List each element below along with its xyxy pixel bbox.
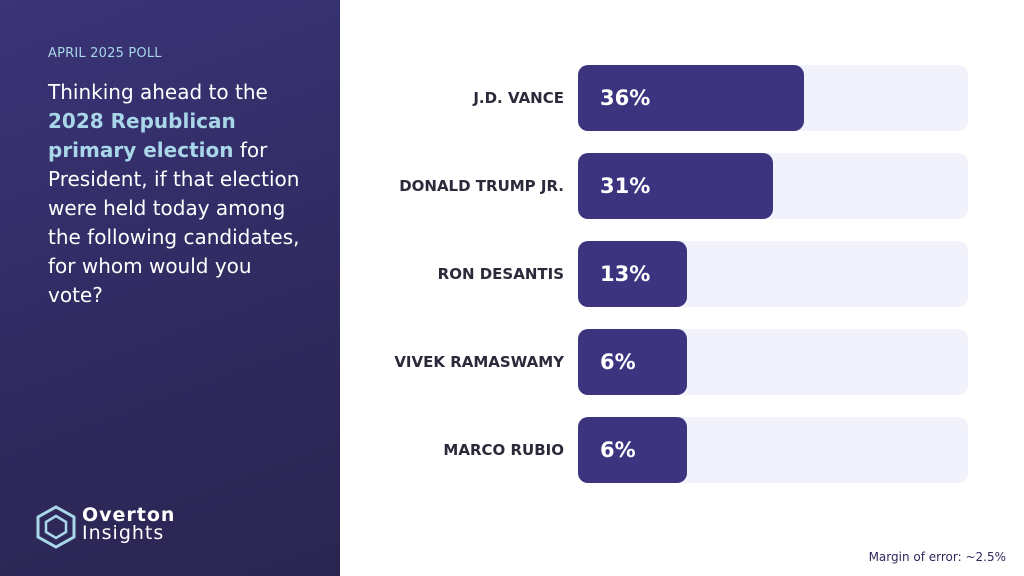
category-label: VIVEK RAMASWAMY (394, 353, 564, 371)
category-label: DONALD TRUMP JR. (399, 177, 564, 195)
side-panel: APRIL 2025 POLL Thinking ahead to the 20… (0, 0, 340, 576)
category-label: J.D. VANCE (473, 89, 564, 107)
logo-word: Insights (82, 522, 165, 544)
bar-row: J.D. VANCE 36% (360, 65, 970, 131)
category-label: MARCO RUBIO (443, 441, 564, 459)
logo-word: Overton (82, 504, 176, 526)
bar (578, 153, 773, 219)
bar-row: MARCO RUBIO 6% (360, 417, 970, 483)
question-text: Thinking ahead to the (48, 80, 268, 104)
bar (578, 241, 687, 307)
bar (578, 65, 805, 131)
bar (578, 329, 687, 395)
bar (578, 417, 687, 483)
bar-row: VIVEK RAMASWAMY 6% (360, 329, 970, 395)
subtitle: APRIL 2025 POLL (48, 46, 162, 61)
logo-text: Overton Insights (82, 504, 176, 544)
value-label: 31% (600, 174, 651, 198)
question: Thinking ahead to the 2028 Republican pr… (48, 78, 308, 310)
bar-row: RON DESANTIS 13% (360, 241, 970, 307)
question-highlight: 2028 Republican primary election (48, 109, 236, 162)
value-label: 36% (600, 86, 651, 110)
bar-row: DONALD TRUMP JR. 31% (360, 153, 970, 219)
value-label: 13% (600, 262, 651, 286)
question-text: for President, if that election were hel… (48, 138, 300, 307)
value-label: 6% (600, 438, 636, 462)
logo-icon (36, 505, 76, 549)
footnote: Margin of error: ~2.5% (868, 550, 1006, 564)
category-label: RON DESANTIS (437, 265, 564, 283)
value-label: 6% (600, 350, 636, 374)
